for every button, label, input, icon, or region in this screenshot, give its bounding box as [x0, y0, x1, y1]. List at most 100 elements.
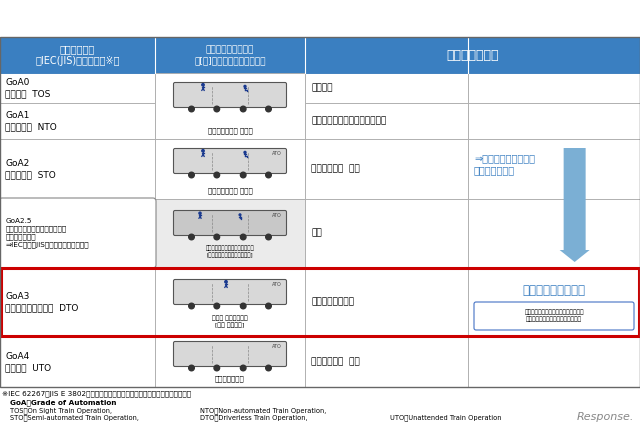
Text: GoA2.5
（緊急停止操作などを行う係員
付き自動運転）
⇒IECおよびJISには定義されていない: GoA2.5 （緊急停止操作などを行う係員 付き自動運転） ⇒IECおよびJIS…	[6, 218, 90, 248]
Circle shape	[189, 365, 195, 371]
FancyBboxPatch shape	[474, 302, 634, 330]
Circle shape	[214, 365, 220, 371]
Text: 将来の実現を目指す: 将来の実現を目指す	[522, 283, 586, 297]
Circle shape	[189, 172, 195, 178]
Text: 一部の新交通  など: 一部の新交通 など	[311, 357, 360, 366]
Text: GoA2
半自動運転  STO: GoA2 半自動運転 STO	[5, 159, 56, 179]
Bar	[0, 37, 640, 387]
Text: 国内の導入状況: 国内の導入状況	[446, 48, 499, 62]
Bar	[305, 199, 468, 267]
FancyBboxPatch shape	[173, 342, 287, 366]
Text: STO：Semi-automated Train Operation,: STO：Semi-automated Train Operation,	[10, 414, 139, 421]
Bar	[1, 268, 639, 336]
Text: 一部のモノレール: 一部のモノレール	[311, 298, 354, 306]
Bar	[155, 37, 305, 73]
Circle shape	[266, 172, 271, 178]
Bar	[305, 267, 468, 337]
Text: 自動化レベル
（IEC(JIS)による定義※）: 自動化レベル （IEC(JIS)による定義※）	[35, 44, 120, 66]
Text: 運転士（および 乗客）: 運転士（および 乗客）	[207, 128, 252, 134]
Circle shape	[189, 106, 195, 112]
Text: GoA4
自動運転  UTO: GoA4 自動運転 UTO	[5, 352, 51, 372]
Circle shape	[189, 303, 195, 309]
Circle shape	[266, 234, 271, 240]
Bar	[305, 139, 468, 199]
Bar	[468, 73, 640, 103]
Bar	[305, 337, 468, 387]
Bar	[155, 103, 305, 139]
Text: TOS：On Sight Train Operation,: TOS：On Sight Train Operation,	[10, 407, 112, 414]
FancyBboxPatch shape	[173, 210, 287, 235]
Circle shape	[189, 234, 195, 240]
Text: GoA：Grade of Automation: GoA：Grade of Automation	[10, 399, 116, 405]
Bar	[155, 73, 305, 103]
Text: GoA3
添乗員付き自動運転  DTO: GoA3 添乗員付き自動運転 DTO	[5, 292, 78, 312]
Circle shape	[241, 172, 246, 178]
Circle shape	[266, 365, 271, 371]
Bar	[468, 337, 640, 387]
Circle shape	[241, 234, 246, 240]
Circle shape	[266, 106, 271, 112]
Circle shape	[199, 212, 201, 214]
Text: 列車に 乗務する係員
[避難 誘導など]: 列車に 乗務する係員 [避難 誘導など]	[212, 315, 248, 328]
Circle shape	[241, 365, 246, 371]
Bar	[305, 103, 468, 139]
Text: 路面電車: 路面電車	[311, 83, 333, 93]
Text: NTO：Non-automated Train Operation,: NTO：Non-automated Train Operation,	[200, 407, 326, 414]
Circle shape	[202, 84, 204, 86]
Bar	[305, 37, 640, 73]
Text: ⇒山手線、京浜東北線
などに導入予定: ⇒山手線、京浜東北線 などに導入予定	[474, 153, 535, 175]
FancyBboxPatch shape	[173, 148, 287, 173]
Circle shape	[214, 172, 220, 178]
FancyArrow shape	[559, 148, 589, 262]
Text: GoA0
目視運転  TOS: GoA0 目視運転 TOS	[5, 78, 51, 98]
Bar	[0, 103, 155, 139]
Bar	[468, 267, 640, 337]
Circle shape	[241, 303, 246, 309]
Bar	[0, 73, 155, 103]
Text: 先頭車両の運転台に乗務する係員
[緊急停止操作、避難誘導など]: 先頭車両の運転台に乗務する係員 [緊急停止操作、避難誘導など]	[205, 245, 254, 258]
Bar	[0, 37, 155, 73]
FancyBboxPatch shape	[173, 280, 287, 304]
Text: 無し: 無し	[311, 229, 322, 238]
Circle shape	[225, 280, 227, 283]
Bar	[468, 199, 640, 267]
Text: 乗務形態のイメージ
（[　]内は係員の主な作業）: 乗務形態のイメージ （[ ]内は係員の主な作業）	[195, 45, 266, 65]
Circle shape	[202, 150, 204, 152]
Circle shape	[214, 234, 220, 240]
Text: 国土交通省「鉄道における自動運転技
術検討会」にて技術的要件を検討中: 国土交通省「鉄道における自動運転技 術検討会」にて技術的要件を検討中	[524, 310, 584, 322]
Bar	[0, 199, 155, 267]
Circle shape	[241, 106, 246, 112]
Text: ※IEC 62267（JIS E 3802）：自動運転都市内軌道旅客輸送システムによる定義: ※IEC 62267（JIS E 3802）：自動運転都市内軌道旅客輸送システム…	[2, 390, 191, 397]
Bar	[468, 139, 640, 199]
Circle shape	[244, 151, 246, 153]
Circle shape	[214, 106, 220, 112]
Text: ATO: ATO	[272, 282, 282, 287]
Bar	[468, 103, 640, 139]
Text: Response.: Response.	[577, 412, 634, 422]
Bar	[0, 267, 155, 337]
Bar	[0, 337, 155, 387]
FancyBboxPatch shape	[173, 82, 287, 108]
Text: 路切があるなどの一般的な路線: 路切があるなどの一般的な路線	[311, 116, 387, 125]
Text: UTO：Unattended Train Operation: UTO：Unattended Train Operation	[390, 414, 502, 421]
Bar	[155, 337, 305, 387]
Text: ATO: ATO	[272, 344, 282, 349]
Bar	[155, 199, 305, 267]
Text: ATO: ATO	[272, 213, 282, 218]
Text: 係員の乗務無し: 係員の乗務無し	[215, 375, 245, 382]
Circle shape	[266, 303, 271, 309]
FancyBboxPatch shape	[0, 198, 156, 268]
Bar	[155, 267, 305, 337]
Text: ATO: ATO	[272, 151, 282, 156]
Text: 一部の地下鉄  など: 一部の地下鉄 など	[311, 164, 360, 173]
Bar	[155, 139, 305, 199]
Bar	[155, 73, 305, 139]
Circle shape	[244, 85, 246, 88]
Circle shape	[214, 303, 220, 309]
Text: DTO：Driverless Train Operation,: DTO：Driverless Train Operation,	[200, 414, 307, 421]
Bar	[0, 139, 155, 199]
Bar	[305, 73, 468, 103]
Text: 運転士（および 乗客）: 運転士（および 乗客）	[207, 187, 252, 194]
Circle shape	[239, 214, 241, 215]
Text: GoA1
非自動運転  NTO: GoA1 非自動運転 NTO	[5, 111, 57, 131]
